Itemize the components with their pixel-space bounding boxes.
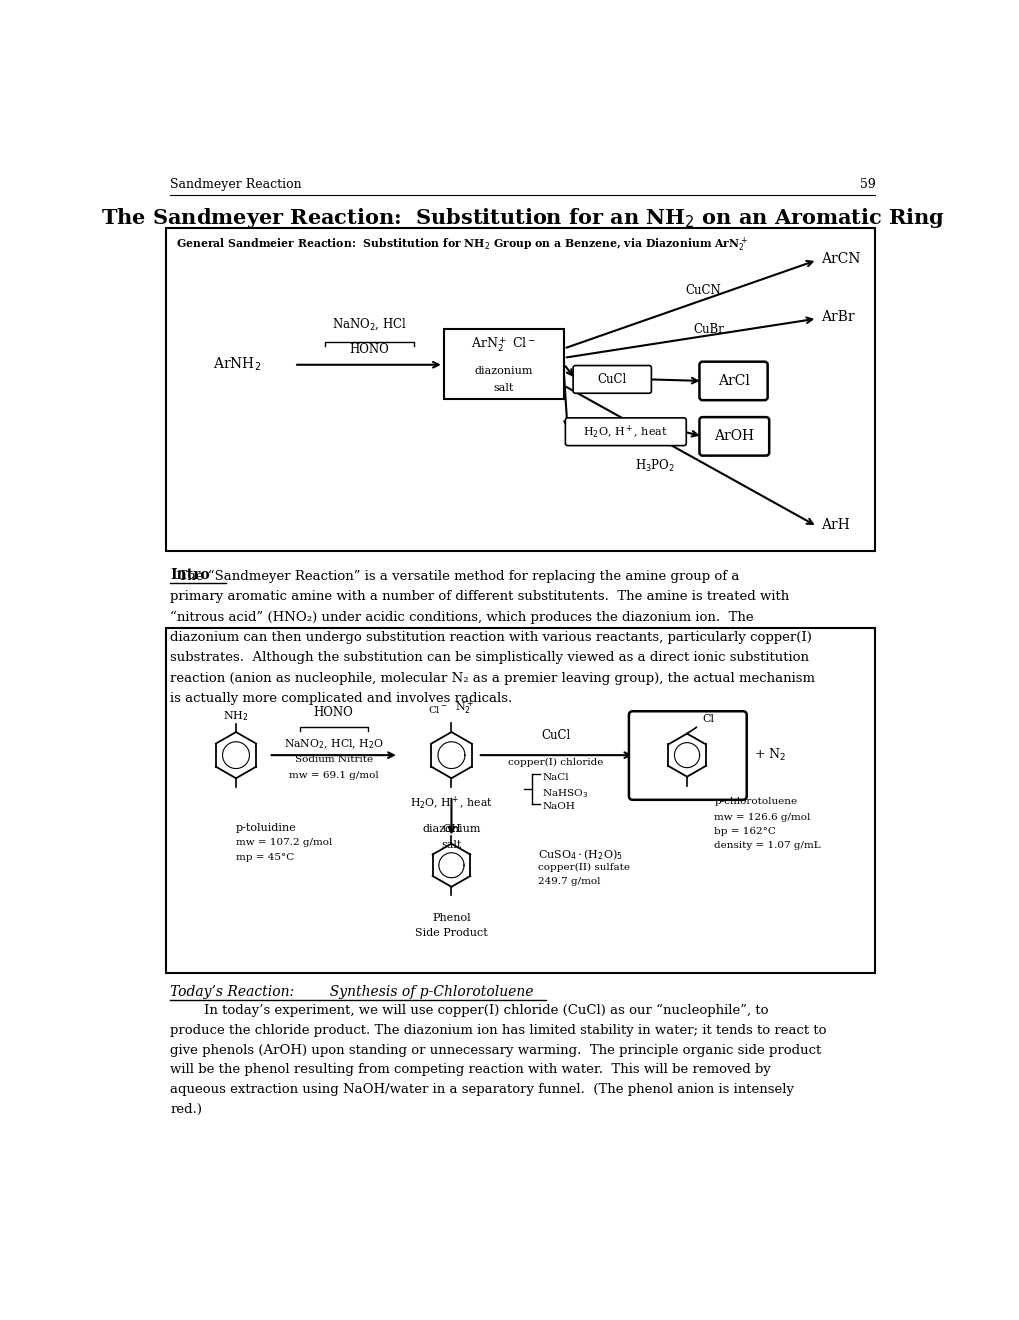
Text: ArN$_2^+$ Cl$^-$: ArN$_2^+$ Cl$^-$ — [471, 335, 536, 354]
Text: N$_2^+$: N$_2^+$ — [454, 698, 474, 717]
Text: Side Product: Side Product — [415, 928, 487, 939]
Text: CuCl: CuCl — [597, 372, 627, 385]
Text: NaOH: NaOH — [541, 803, 575, 810]
Text: NaNO$_2$, HCl: NaNO$_2$, HCl — [331, 317, 407, 331]
Text: salt: salt — [493, 383, 514, 393]
Text: CuCN: CuCN — [685, 284, 720, 297]
Text: copper(I) chloride: copper(I) chloride — [507, 758, 603, 767]
Text: Phenol: Phenol — [432, 913, 471, 923]
Text: mw = 107.2 g/mol: mw = 107.2 g/mol — [235, 838, 332, 847]
Text: p-toluidine: p-toluidine — [235, 822, 297, 833]
Text: ArH: ArH — [820, 517, 849, 532]
Text: will be the phenol resulting from competing reaction with water.  This will be r: will be the phenol resulting from compet… — [170, 1064, 770, 1076]
Text: H$_2$O, H$^+$, heat: H$_2$O, H$^+$, heat — [583, 424, 667, 440]
Text: produce the chloride product. The diazonium ion has limited stability in water; : produce the chloride product. The diazon… — [170, 1024, 825, 1036]
FancyBboxPatch shape — [629, 711, 746, 800]
Text: NaNO$_2$, HCl, H$_2$O: NaNO$_2$, HCl, H$_2$O — [283, 738, 383, 751]
Text: ArCl: ArCl — [717, 374, 749, 388]
FancyBboxPatch shape — [166, 628, 874, 973]
FancyBboxPatch shape — [699, 417, 768, 455]
Text: CuSO$_4\cdot$(H$_2$O)$_5$: CuSO$_4\cdot$(H$_2$O)$_5$ — [538, 847, 623, 862]
Text: aqueous extraction using NaOH/water in a separatory funnel.  (The phenol anion i: aqueous extraction using NaOH/water in a… — [170, 1084, 794, 1097]
Text: Sodium Nitrite: Sodium Nitrite — [294, 755, 372, 764]
Text: p-chlorotoluene: p-chlorotoluene — [713, 797, 797, 807]
Text: density = 1.07 g/mL: density = 1.07 g/mL — [713, 841, 820, 850]
Text: H$_2$O, H$^+$, heat: H$_2$O, H$^+$, heat — [410, 793, 492, 810]
Text: “nitrous acid” (HNO₂) under acidic conditions, which produces the diazonium ion.: “nitrous acid” (HNO₂) under acidic condi… — [170, 610, 753, 623]
Text: reaction (anion as nucleophile, molecular N₂ as a premier leaving group), the ac: reaction (anion as nucleophile, molecula… — [170, 672, 814, 685]
Text: CuCl: CuCl — [541, 729, 571, 742]
Text: diazonium can then undergo substitution reaction with various reactants, particu: diazonium can then undergo substitution … — [170, 631, 811, 644]
Text: substrates.  Although the substitution can be simplistically viewed as a direct : substrates. Although the substitution ca… — [170, 651, 808, 664]
Text: ArNH$_2$: ArNH$_2$ — [213, 356, 261, 374]
FancyBboxPatch shape — [573, 366, 651, 393]
Text: ArBr: ArBr — [820, 310, 854, 323]
Text: diazonium: diazonium — [474, 366, 533, 376]
Text: mw = 126.6 g/mol: mw = 126.6 g/mol — [713, 813, 810, 822]
Text: H$_3$PO$_2$: H$_3$PO$_2$ — [635, 458, 675, 474]
FancyBboxPatch shape — [565, 418, 686, 446]
Text: NaHSO$_3$: NaHSO$_3$ — [541, 788, 588, 800]
Text: Today’s Reaction:: Today’s Reaction: — [170, 985, 293, 999]
Text: mw = 69.1 g/mol: mw = 69.1 g/mol — [288, 771, 378, 780]
Text: NH$_2$: NH$_2$ — [223, 709, 249, 723]
Text: copper(II) sulfate: copper(II) sulfate — [538, 863, 630, 873]
Text: The Sandmeyer Reaction:  Substitution for an NH$_2$ on an Aromatic Ring: The Sandmeyer Reaction: Substitution for… — [101, 206, 944, 230]
Text: is actually more complicated and involves radicals.: is actually more complicated and involve… — [170, 692, 512, 705]
Text: primary aromatic amine with a number of different substitutents.  The amine is t: primary aromatic amine with a number of … — [170, 590, 789, 603]
Text: mp = 45°C: mp = 45°C — [235, 853, 293, 862]
Text: General Sandmeier Reaction:  Substitution for NH$_2$ Group on a Benzene, via Dia: General Sandmeier Reaction: Substitution… — [175, 235, 747, 253]
Text: 249.7 g/mol: 249.7 g/mol — [538, 876, 600, 886]
FancyBboxPatch shape — [443, 330, 564, 399]
Text: red.): red.) — [170, 1104, 202, 1117]
Text: + N$_2$: + N$_2$ — [753, 747, 785, 763]
Text: ArOH: ArOH — [713, 429, 754, 444]
Text: Intro: Intro — [170, 568, 210, 582]
Text: In today’s experiment, we will use copper(I) chloride (CuCl) as our “nucleophile: In today’s experiment, we will use coppe… — [170, 1003, 768, 1018]
Text: ArCN: ArCN — [820, 252, 860, 265]
Text: salt: salt — [441, 840, 462, 850]
Text: Cl$^-$: Cl$^-$ — [427, 704, 447, 715]
Text: diazonium: diazonium — [422, 825, 480, 834]
Text: Cl: Cl — [702, 714, 714, 725]
Text: Sandmeyer Reaction: Sandmeyer Reaction — [170, 178, 302, 190]
FancyBboxPatch shape — [166, 227, 874, 552]
Text: CuBr: CuBr — [693, 323, 723, 335]
Text: The “Sandmeyer Reaction” is a versatile method for replacing the amine group of : The “Sandmeyer Reaction” is a versatile … — [170, 570, 739, 583]
Text: Synthesis of p-Chlorotoluene: Synthesis of p-Chlorotoluene — [321, 985, 533, 999]
Text: NaCl: NaCl — [541, 774, 569, 781]
Text: OH: OH — [441, 825, 461, 834]
Text: HONO: HONO — [350, 343, 389, 356]
FancyBboxPatch shape — [699, 362, 767, 400]
Text: give phenols (ArOH) upon standing or unnecessary warming.  The principle organic: give phenols (ArOH) upon standing or unn… — [170, 1044, 820, 1056]
Text: 59: 59 — [859, 178, 874, 190]
Text: HONO: HONO — [314, 706, 354, 719]
Text: bp = 162°C: bp = 162°C — [713, 826, 775, 836]
